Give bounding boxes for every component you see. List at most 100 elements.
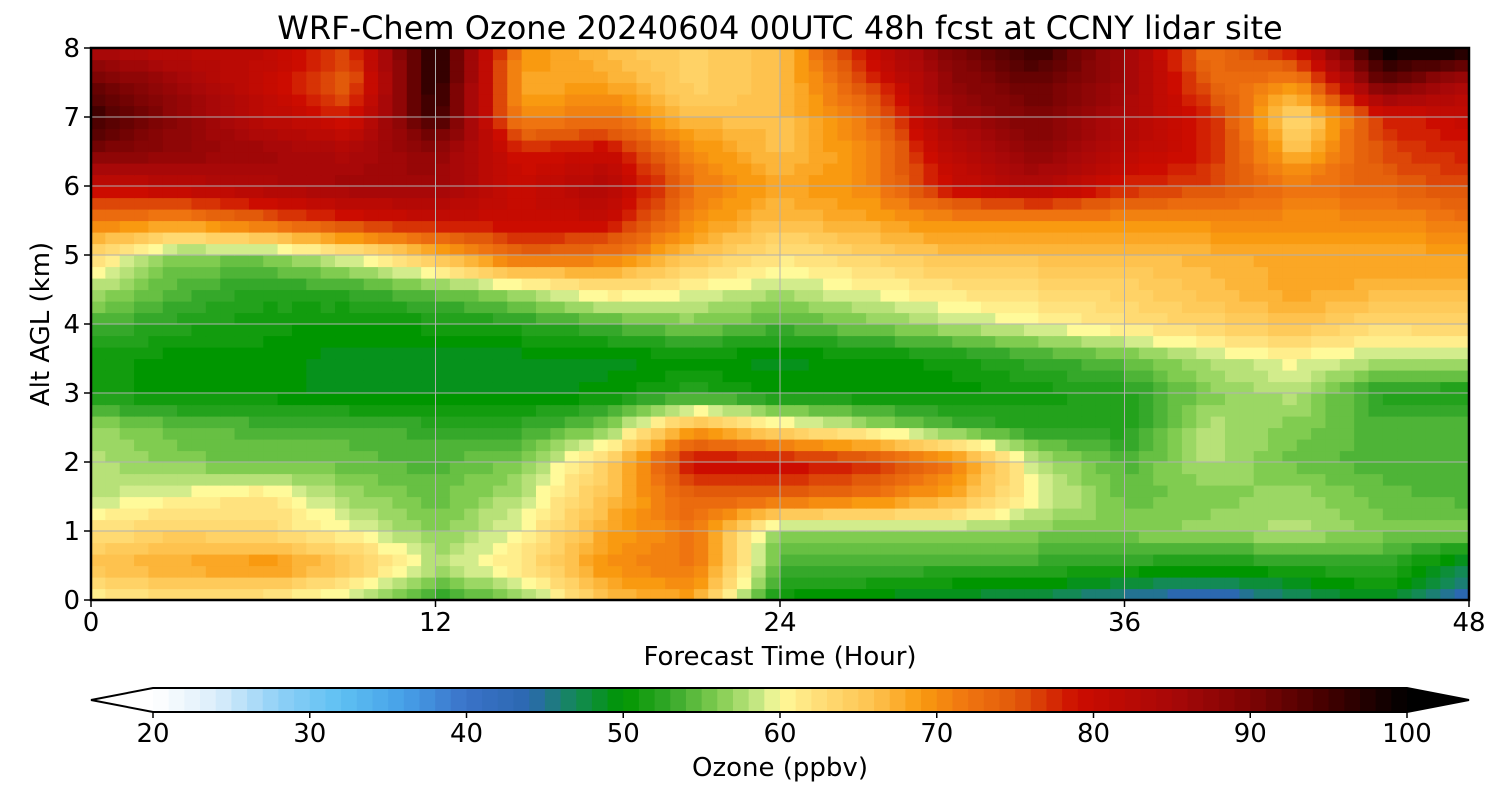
contour-cell — [234, 174, 250, 187]
contour-cell — [622, 163, 638, 176]
contour-cell — [823, 347, 839, 360]
contour-cell — [808, 496, 824, 509]
contour-cell — [1311, 243, 1327, 256]
contour-cell — [1138, 82, 1154, 95]
contour-cell — [320, 358, 336, 371]
contour-cell — [1382, 393, 1398, 406]
contour-cell — [808, 232, 824, 245]
contour-cell — [306, 255, 322, 268]
contour-cell — [234, 59, 250, 72]
contour-cell — [1153, 324, 1169, 337]
colorbar-segment — [372, 688, 389, 712]
contour-cell — [535, 312, 551, 325]
contour-cell — [177, 278, 193, 291]
contour-cell — [1411, 255, 1427, 268]
contour-cell — [952, 404, 968, 417]
contour-cell — [248, 439, 264, 452]
contour-cell — [665, 462, 681, 475]
contour-cell — [521, 324, 537, 337]
contour-cell — [823, 174, 839, 187]
contour-cell — [736, 209, 752, 222]
contour-cell — [636, 324, 652, 337]
contour-cell — [880, 370, 896, 383]
contour-cell — [119, 243, 135, 256]
contour-cell — [808, 370, 824, 383]
contour-cell — [105, 94, 121, 107]
contour-cell — [234, 243, 250, 256]
contour-cell — [1067, 186, 1083, 199]
contour-cell — [134, 439, 150, 452]
contour-cell — [521, 370, 537, 383]
contour-cell — [622, 94, 638, 107]
contour-cell — [866, 439, 882, 452]
contour-cell — [579, 128, 594, 141]
contour-cell — [507, 220, 523, 233]
contour-cell — [392, 312, 408, 325]
contour-cell — [823, 450, 839, 463]
contour-cell — [693, 335, 709, 348]
contour-cell — [1253, 82, 1269, 95]
contour-cell — [435, 496, 451, 509]
contour-cell — [1339, 59, 1355, 72]
contour-cell — [1425, 197, 1441, 210]
contour-cell — [1296, 140, 1312, 153]
contour-cell — [636, 151, 652, 164]
contour-cell — [363, 266, 379, 279]
contour-cell — [421, 416, 437, 429]
contour-cell — [1282, 59, 1298, 72]
contour-cell — [1425, 243, 1441, 256]
contour-cell — [708, 416, 724, 429]
contour-cell — [392, 519, 408, 532]
contour-cell — [1081, 140, 1097, 153]
contour-cell — [1196, 312, 1212, 325]
colorbar-segment — [968, 688, 985, 712]
contour-cell — [1268, 565, 1283, 578]
contour-cell — [1224, 140, 1240, 153]
contour-cell — [1368, 71, 1384, 84]
contour-cell — [1368, 243, 1384, 256]
contour-cell — [693, 450, 709, 463]
contour-cell — [1210, 416, 1226, 429]
contour-cell — [780, 588, 795, 601]
contour-cell — [1024, 427, 1039, 440]
contour-cell — [823, 381, 839, 394]
contour-cell — [162, 232, 178, 245]
contour-cell — [507, 542, 523, 555]
contour-cell — [995, 485, 1011, 498]
contour-cell — [507, 312, 523, 325]
contour-cell — [1425, 255, 1441, 268]
contour-cell — [1153, 151, 1169, 164]
contour-cell — [980, 220, 996, 233]
contour-cell — [780, 335, 795, 348]
contour-cell — [693, 278, 709, 291]
contour-cell — [866, 473, 882, 486]
contour-cell — [1138, 94, 1154, 107]
contour-cell — [162, 496, 178, 509]
contour-cell — [277, 71, 293, 84]
contour-cell — [607, 358, 623, 371]
contour-cell — [693, 462, 709, 475]
contour-cell — [1311, 324, 1327, 337]
contour-cell — [550, 266, 566, 279]
contour-cell — [205, 577, 221, 590]
contour-cell — [622, 186, 638, 199]
contour-cell — [1052, 278, 1068, 291]
contour-cell — [521, 163, 537, 176]
contour-cell — [923, 508, 939, 521]
contour-cell — [378, 197, 394, 210]
contour-cell — [1397, 151, 1413, 164]
contour-cell — [162, 266, 178, 279]
contour-cell — [91, 542, 106, 555]
contour-cell — [1110, 496, 1126, 509]
contour-cell — [736, 519, 752, 532]
contour-cell — [980, 485, 996, 498]
contour-cell — [837, 358, 853, 371]
contour-cell — [177, 174, 193, 187]
colorbar-segment — [921, 688, 938, 712]
contour-cell — [665, 542, 681, 555]
contour-cell — [1110, 243, 1126, 256]
contour-cell — [478, 197, 494, 210]
contour-cell — [1038, 220, 1054, 233]
contour-cell — [1368, 128, 1384, 141]
contour-cell — [1425, 71, 1441, 84]
